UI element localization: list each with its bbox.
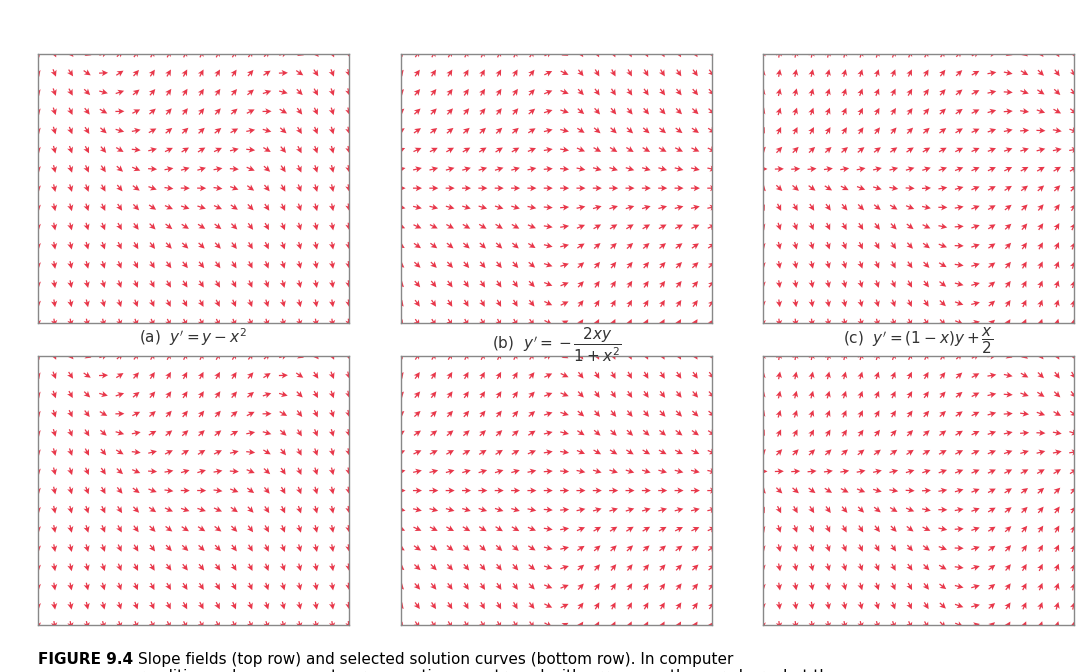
Text: FIGURE 9.4: FIGURE 9.4 bbox=[38, 652, 133, 667]
Text: (c)  $y^{\prime} = (1 - x)y + \dfrac{x}{2}$: (c) $y^{\prime} = (1 - x)y + \dfrac{x}{2… bbox=[843, 326, 994, 355]
Text: (b)  $y^{\prime} = -\dfrac{2xy}{1 + x^2}$: (b) $y^{\prime} = -\dfrac{2xy}{1 + x^2}$ bbox=[492, 326, 621, 364]
Text: (a)  $y^{\prime} = y - x^2$: (a) $y^{\prime} = y - x^2$ bbox=[140, 326, 247, 347]
Text: Slope fields (top row) and selected solution curves (bottom row). In computer
re: Slope fields (top row) and selected solu… bbox=[138, 652, 848, 672]
